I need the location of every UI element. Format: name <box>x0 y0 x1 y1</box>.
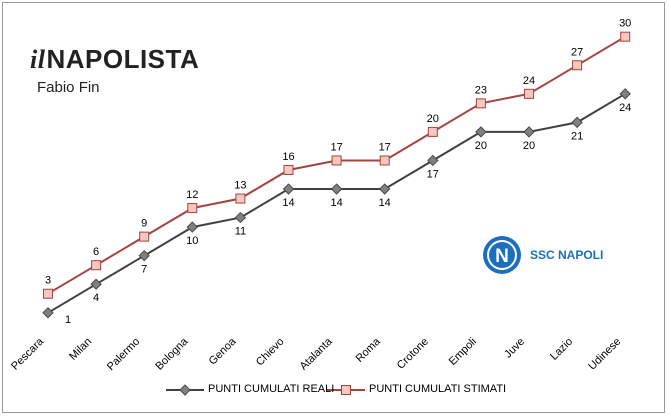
data-point-real <box>619 88 631 100</box>
data-label-real: 4 <box>93 292 99 304</box>
data-point-estimated <box>235 193 246 204</box>
data-label-estimated: 20 <box>427 113 439 125</box>
data-point-estimated <box>572 60 583 71</box>
author-name: Fabio Fin <box>37 79 100 96</box>
data-point-estimated <box>139 231 150 242</box>
x-tick-label: Milan <box>67 336 94 363</box>
data-label-estimated: 23 <box>475 84 487 96</box>
data-label-real: 20 <box>523 140 535 152</box>
data-point-real <box>427 154 439 167</box>
data-point-real <box>90 278 102 290</box>
data-label-estimated: 6 <box>93 246 99 258</box>
data-label-estimated: 9 <box>141 218 147 230</box>
data-label-estimated: 3 <box>45 275 51 287</box>
data-label-real: 1 <box>65 314 71 326</box>
brand-name: NAPOLISTA <box>46 44 200 74</box>
data-point-real <box>282 183 295 195</box>
data-point-estimated <box>475 98 486 109</box>
x-tick-label: Crotone <box>395 336 431 372</box>
data-point-real <box>571 116 583 129</box>
data-label-estimated: 27 <box>571 46 583 58</box>
data-label-real: 20 <box>475 140 487 152</box>
data-label-real: 11 <box>235 226 246 238</box>
data-point-estimated <box>379 155 390 166</box>
club-name: SSC NAPOLI <box>530 248 604 262</box>
data-label-estimated: 17 <box>330 141 342 153</box>
data-point-real <box>42 307 54 319</box>
data-point-estimated <box>524 88 534 99</box>
x-tick-label: Pescara <box>9 335 47 373</box>
data-point-estimated <box>427 126 438 137</box>
x-tick-label: Palermo <box>105 336 142 373</box>
data-point-real <box>523 126 535 138</box>
data-point-estimated <box>620 31 631 42</box>
data-label-estimated: 17 <box>379 141 391 153</box>
data-label-real: 10 <box>186 235 198 247</box>
x-tick-label: Roma <box>354 335 384 365</box>
x-tick-label: Bologna <box>153 335 191 373</box>
club-badge-letter: N <box>495 246 509 267</box>
x-tick-label: Empoli <box>447 336 479 368</box>
data-point-real <box>378 183 391 195</box>
chart-frame <box>2 2 665 413</box>
data-label-estimated: 13 <box>234 180 246 192</box>
x-tick-label: Lazio <box>548 336 575 363</box>
data-label-real: 14 <box>330 197 342 209</box>
x-tick-label: Atalanta <box>298 335 336 373</box>
data-point-real <box>138 249 150 262</box>
data-label-real: 24 <box>619 102 631 114</box>
data-label-real: 21 <box>571 130 583 142</box>
data-point-estimated <box>283 164 294 175</box>
x-tick-label: Genoa <box>207 335 239 367</box>
data-point-real <box>186 221 199 233</box>
data-label-estimated: 30 <box>619 18 631 30</box>
club-badge-icon: N <box>483 236 521 274</box>
data-label-estimated: 16 <box>282 151 294 163</box>
brand-logo: ilNAPOLISTA <box>30 44 199 75</box>
data-label-estimated: 24 <box>523 75 535 87</box>
x-tick-label: Udinese <box>586 336 623 373</box>
data-label-real: 14 <box>282 197 294 209</box>
data-label-real: 14 <box>379 197 391 209</box>
data-point-estimated <box>43 288 53 299</box>
brand-prefix: il <box>30 45 46 74</box>
data-label-real: 7 <box>141 264 147 276</box>
data-point-real <box>475 126 487 138</box>
x-tick-label: Juve <box>502 336 527 361</box>
x-tick-label: Chievo <box>254 336 287 369</box>
data-label-real: 17 <box>427 168 439 180</box>
data-point-estimated <box>187 203 198 214</box>
data-point-estimated <box>91 260 102 271</box>
data-point-real <box>234 211 247 224</box>
data-point-estimated <box>331 155 342 166</box>
data-label-estimated: 12 <box>186 189 198 201</box>
data-point-real <box>330 183 343 195</box>
